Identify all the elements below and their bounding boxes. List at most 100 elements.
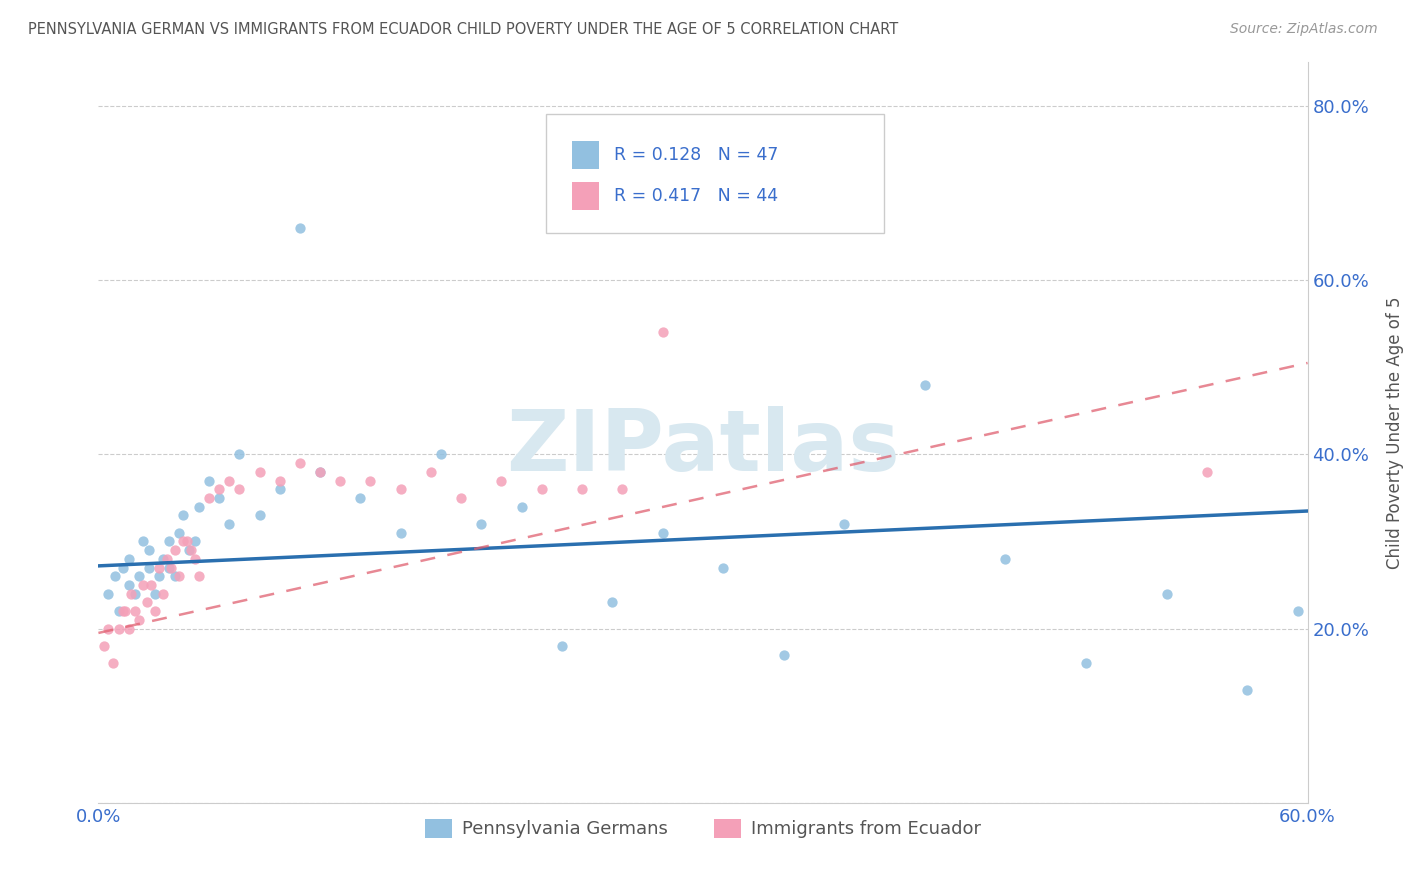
Point (188, 500, 211, 514)
Point (111, 604, 134, 618)
Bar (572, 141, 599, 169)
Point (470, 517, 492, 532)
Point (128, 613, 150, 627)
Point (994, 552, 1017, 566)
Point (120, 587, 142, 601)
Point (156, 552, 179, 566)
Point (163, 569, 186, 583)
Point (228, 447, 250, 461)
Point (249, 465, 271, 479)
Point (651, 326, 673, 340)
Legend: Pennsylvania Germans, Immigrants from Ecuador: Pennsylvania Germans, Immigrants from Ec… (418, 812, 988, 846)
Point (651, 525, 673, 540)
Point (1236, 682, 1258, 697)
Point (160, 560, 183, 574)
Point (329, 474, 352, 488)
Point (1286, 604, 1309, 618)
Point (152, 552, 174, 566)
Point (208, 491, 231, 505)
Point (107, 622, 129, 636)
Point (148, 560, 170, 574)
Point (228, 482, 250, 496)
Point (184, 534, 207, 549)
Point (172, 508, 194, 523)
Point (530, 482, 553, 496)
Point (111, 560, 134, 574)
Point (208, 482, 231, 496)
Point (124, 604, 146, 618)
Point (114, 604, 136, 618)
Point (269, 474, 291, 488)
Point (349, 491, 371, 505)
Point (218, 517, 240, 532)
Point (491, 474, 513, 488)
Text: R = 0.128   N = 47: R = 0.128 N = 47 (613, 146, 778, 164)
Point (172, 534, 194, 549)
Point (124, 587, 146, 601)
Point (157, 534, 180, 549)
Point (167, 569, 190, 583)
Point (450, 491, 472, 505)
Point (176, 534, 198, 549)
FancyBboxPatch shape (546, 114, 884, 233)
Point (118, 622, 141, 636)
Point (420, 465, 443, 479)
Point (1074, 657, 1097, 671)
Y-axis label: Child Poverty Under the Age of 5: Child Poverty Under the Age of 5 (1386, 296, 1405, 569)
Point (1195, 465, 1218, 479)
Point (389, 482, 412, 496)
Point (198, 491, 221, 505)
Point (163, 543, 186, 558)
Point (249, 508, 271, 523)
Point (118, 578, 141, 592)
Point (135, 595, 157, 609)
Point (179, 543, 201, 558)
Point (218, 474, 240, 488)
Point (143, 587, 166, 601)
Point (571, 482, 593, 496)
Text: ZIPatlas: ZIPatlas (506, 406, 900, 489)
Point (93, 639, 115, 653)
Point (132, 534, 155, 549)
Point (148, 569, 170, 583)
Point (360, 474, 382, 488)
Point (152, 587, 174, 601)
Point (103, 569, 125, 583)
Point (430, 447, 453, 461)
Point (198, 474, 221, 488)
Point (309, 465, 332, 479)
Point (118, 552, 141, 566)
Point (132, 578, 155, 592)
Point (772, 648, 794, 662)
Point (602, 595, 624, 609)
Point (389, 525, 412, 540)
Point (167, 525, 190, 540)
Point (180, 543, 202, 558)
Text: Source: ZipAtlas.com: Source: ZipAtlas.com (1230, 22, 1378, 37)
Point (97, 587, 120, 601)
Point (128, 569, 150, 583)
Point (188, 569, 211, 583)
Point (510, 500, 533, 514)
Point (138, 560, 160, 574)
Point (1156, 587, 1178, 601)
Point (143, 604, 166, 618)
Point (612, 482, 634, 496)
Point (288, 456, 311, 470)
Text: PENNSYLVANIA GERMAN VS IMMIGRANTS FROM ECUADOR CHILD POVERTY UNDER THE AGE OF 5 : PENNSYLVANIA GERMAN VS IMMIGRANTS FROM E… (28, 22, 898, 37)
Bar (572, 182, 599, 210)
Point (139, 578, 162, 592)
Point (551, 639, 574, 653)
Point (184, 552, 207, 566)
Point (269, 482, 291, 496)
Point (711, 560, 734, 574)
Point (101, 657, 124, 671)
Point (914, 377, 936, 392)
Point (97, 622, 120, 636)
Point (288, 221, 311, 235)
Text: R = 0.417   N = 44: R = 0.417 N = 44 (613, 186, 778, 204)
Point (832, 517, 855, 532)
Point (107, 604, 129, 618)
Point (309, 465, 332, 479)
Point (157, 560, 180, 574)
